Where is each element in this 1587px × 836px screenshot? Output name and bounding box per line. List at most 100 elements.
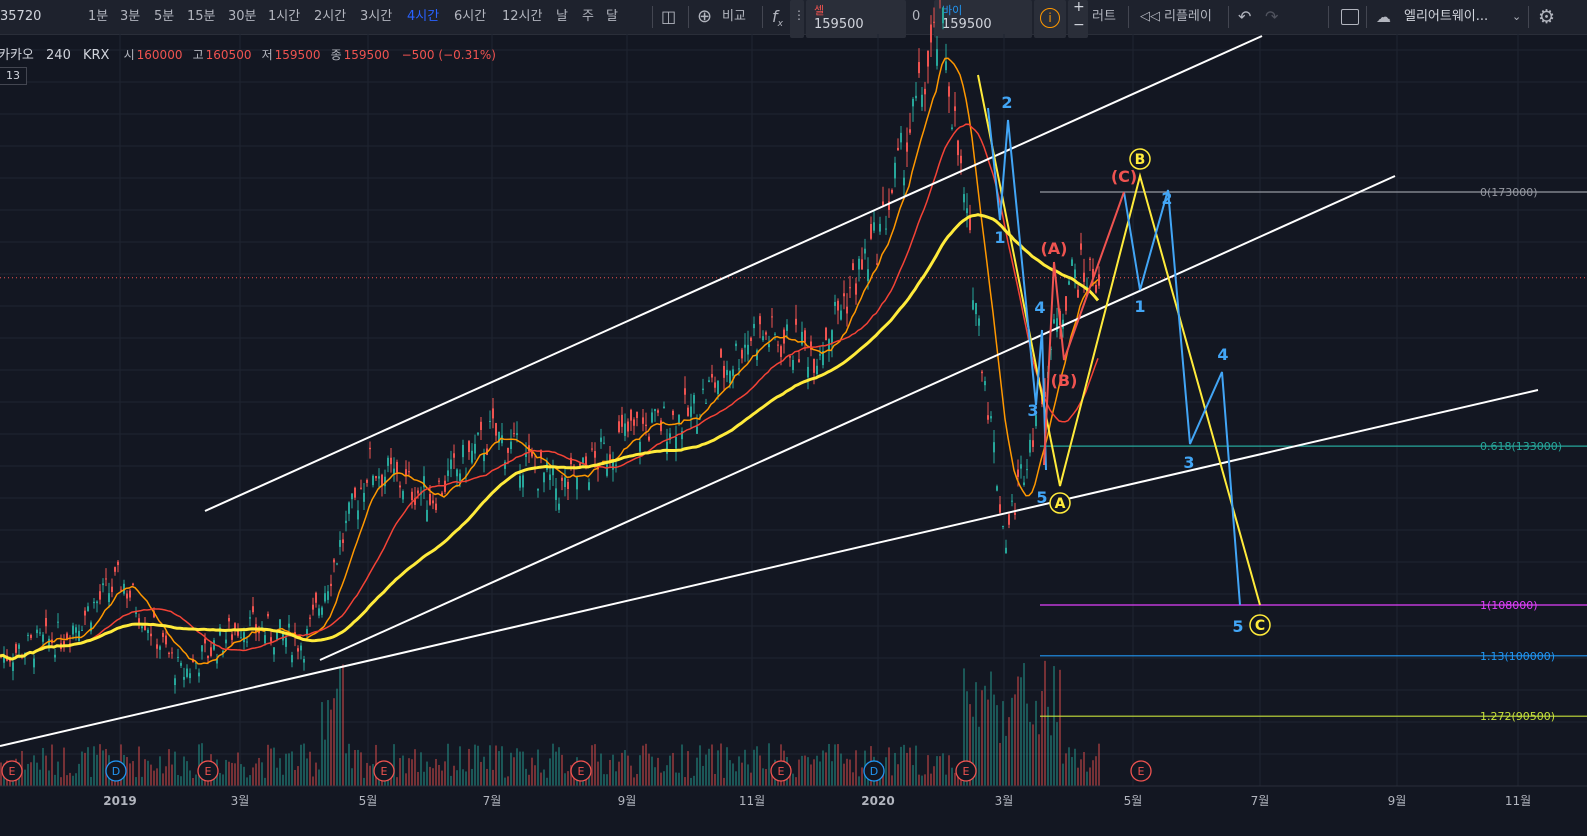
volume-bar — [837, 744, 839, 786]
volume-bar — [162, 773, 164, 786]
candle-body — [147, 629, 149, 633]
candle-body — [72, 625, 74, 635]
volume-bar — [306, 758, 308, 786]
volume-bar — [852, 772, 854, 786]
volume-bar — [924, 774, 926, 786]
fullscreen-icon[interactable] — [1341, 9, 1359, 25]
interval-7[interactable]: 3시간 — [360, 9, 393, 24]
volume-bar — [285, 753, 287, 786]
volume-bar — [345, 753, 347, 786]
layout-name[interactable]: 엘리어트웨이... — [1404, 9, 1489, 24]
candle-body — [993, 442, 995, 453]
volume-bar — [294, 769, 296, 786]
replay-icon[interactable]: ◁◁ — [1140, 9, 1160, 24]
volume-bar — [660, 772, 662, 786]
indicators-icon[interactable]: fx — [772, 7, 783, 30]
replay-button[interactable]: 리플레이 — [1164, 9, 1212, 24]
cloud-icon[interactable]: ☁ — [1376, 8, 1391, 26]
volume-bar — [66, 775, 68, 786]
minus-icon[interactable]: − — [1073, 17, 1085, 33]
candle-body — [996, 486, 998, 491]
candle-body — [816, 365, 818, 374]
candle-body — [453, 453, 455, 458]
interval-4[interactable]: 30분 — [228, 9, 257, 24]
candle-body — [1053, 319, 1055, 324]
symbol-code[interactable]: 35720 — [0, 9, 42, 24]
interval-3[interactable]: 15분 — [187, 9, 216, 24]
candle-body — [339, 540, 341, 547]
candle-body — [972, 300, 974, 310]
interval-11[interactable]: 날 — [556, 9, 568, 24]
top-toolbar: 35720 1분 3분 5분 15분 30분 1시간 2시간 3시간 4시간 6시간 12시간 날 주 달… — [0, 0, 1587, 38]
event-marker-1 — [105, 760, 127, 782]
volume-bar — [1059, 669, 1061, 786]
interval-10[interactable]: 12시간 — [502, 9, 543, 24]
volume-bar — [753, 749, 755, 786]
volume-bar — [1011, 697, 1013, 786]
volume-bar — [588, 771, 590, 786]
interval-2[interactable]: 5분 — [154, 9, 175, 24]
candle-body — [684, 388, 686, 395]
volume-bar — [336, 688, 338, 786]
volume-bar — [420, 752, 422, 786]
volume-bar — [918, 774, 920, 786]
volume-bar — [711, 744, 713, 786]
candle-body — [627, 421, 629, 432]
alert-button[interactable]: 러트 — [1092, 9, 1116, 24]
volume-bar — [312, 776, 314, 786]
volume-bar — [669, 755, 671, 786]
candle-body — [156, 644, 158, 649]
candle-body — [480, 421, 482, 430]
interval-9[interactable]: 6시간 — [454, 9, 487, 24]
undo-icon[interactable]: ↶ — [1238, 7, 1252, 26]
candle-body — [153, 611, 155, 618]
candle-body — [1032, 440, 1034, 447]
volume-bar — [423, 771, 425, 786]
candle-body — [504, 461, 506, 469]
quantity-stepper[interactable]: + − — [1068, 0, 1088, 38]
plus-circle-icon[interactable]: ⊕ — [697, 6, 713, 27]
volume-bar — [834, 744, 836, 786]
candles-icon[interactable]: ◫ — [661, 7, 677, 26]
indicator-count-badge[interactable]: 13 — [0, 67, 27, 85]
volume-bar — [636, 773, 638, 786]
sell-button[interactable]: 셀 159500 — [806, 0, 906, 38]
candle-body — [951, 127, 953, 129]
symbol-name[interactable]: 카카오 — [0, 48, 34, 63]
volume-bar — [1041, 691, 1043, 786]
volume-bar — [594, 744, 596, 786]
interval-6[interactable]: 2시간 — [314, 9, 347, 24]
high-value: 160500 — [205, 48, 252, 62]
candle-body — [81, 629, 83, 631]
candle-body — [177, 656, 179, 658]
candle-body — [315, 592, 317, 603]
plus-icon[interactable]: + — [1073, 0, 1085, 15]
info-button[interactable]: i — [1034, 0, 1066, 38]
volume-bar — [255, 763, 257, 786]
candle-body — [882, 201, 884, 206]
interval-12[interactable]: 주 — [582, 9, 594, 24]
interval-5[interactable]: 1시간 — [268, 9, 301, 24]
volume-bar — [468, 748, 470, 786]
moving-average-2 — [0, 213, 1100, 661]
chevron-down-icon[interactable]: ⌄ — [1512, 10, 1522, 23]
volume-bar — [969, 704, 971, 786]
volume-bar — [84, 752, 86, 786]
volume-bar — [462, 769, 464, 786]
candle-body — [141, 626, 143, 629]
wave-label-5: 1 — [1134, 297, 1145, 316]
candle-body — [300, 645, 302, 651]
interval-1[interactable]: 3분 — [120, 9, 141, 24]
wave-abc-red — [1043, 191, 1125, 466]
volume-bar — [1071, 757, 1073, 786]
candle-body — [804, 330, 806, 343]
interval-0[interactable]: 1분 — [88, 9, 109, 24]
interval-8[interactable]: 4시간 — [407, 9, 440, 24]
fib-label-0: 0(173000) — [1480, 186, 1538, 199]
gear-icon[interactable]: ⚙ — [1538, 6, 1556, 28]
redo-icon[interactable]: ↷ — [1265, 7, 1279, 26]
compare-button[interactable]: 비교 — [722, 9, 746, 24]
interval-13[interactable]: 달 — [606, 9, 618, 24]
buy-button[interactable]: 바이 159500 — [934, 0, 1032, 38]
